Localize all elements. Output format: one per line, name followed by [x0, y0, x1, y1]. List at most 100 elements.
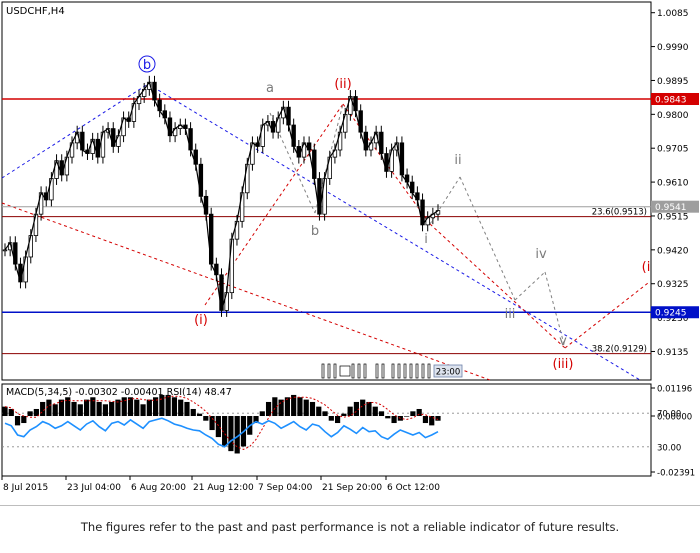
macd-histogram-bar: [40, 401, 46, 417]
price-tick-label: 0.9230: [657, 314, 689, 324]
macd-histogram-bar: [102, 404, 109, 417]
macd-histogram-bar: [190, 408, 196, 417]
chart-area: USDCHF,H4 1.0085 0.9990 0.9895 0.9800 0.9705 0…: [1, 1, 699, 493]
macd-histogram-bar: [33, 408, 39, 417]
macd-histogram-bar: [360, 399, 366, 417]
macd-histogram-bar: [178, 399, 184, 417]
price-tag-box: [651, 200, 699, 213]
macd-histogram-bar: [146, 399, 152, 417]
macd-histogram-bar: [153, 397, 159, 417]
time-marker-box: [433, 364, 463, 378]
price-panel-frame: [1, 1, 652, 381]
price-tick-label: 0.9705: [657, 145, 689, 155]
macd-histogram-bar: [165, 394, 171, 417]
price-tag-label: 0.9843: [655, 95, 687, 105]
time-tick-label: 23 Jul 04:00: [67, 483, 121, 493]
price-tick-label: 0.9325: [657, 280, 689, 290]
macd-histogram-bar: [303, 399, 309, 417]
wave-label: v: [559, 334, 567, 349]
price-panel: USDCHF,H4 1.0085 0.9990 0.9895 0.9800 0.9705 0…: [1, 1, 699, 381]
price-tag-box: [651, 92, 699, 105]
period-marker: [409, 363, 413, 379]
macd-histogram-bar: [90, 397, 96, 417]
macd-histogram-bar: [127, 397, 134, 417]
macd-histogram-bar: [385, 416, 391, 419]
fib-level-label: 23.6(0.9513): [592, 208, 647, 218]
macd-histogram-bar: [134, 399, 140, 417]
time-tick-label: 7 Sep 04:00: [258, 483, 313, 493]
macd-histogram-bar: [328, 416, 334, 421]
price-tag-label: 0.9245: [655, 309, 687, 319]
wave-label: (i): [194, 313, 208, 328]
macd-histogram-bar: [8, 408, 14, 417]
macd-histogram-bar: [341, 413, 347, 417]
macd-histogram-bar: [115, 399, 121, 417]
time-axis: 8 Jul 2015 23 Jul 04:00 6 Aug 20:00 21 Aug …: [1, 476, 440, 493]
period-marker: [357, 363, 361, 379]
period-marker: [415, 363, 419, 379]
period-marker: [421, 363, 425, 379]
price-tick-label: 1.0085: [657, 9, 689, 19]
macd-histogram-bar: [203, 416, 209, 421]
wave-label: (iii): [553, 357, 574, 372]
macd-histogram-bar: [14, 416, 21, 426]
macd-histogram-bar: [52, 404, 58, 417]
macd-histogram-bar: [353, 401, 360, 417]
wave-line-gray-6: [544, 271, 566, 349]
price-tag-box: [651, 306, 699, 319]
macd-histogram-bar: [322, 411, 328, 417]
macd-histogram-bar: [284, 397, 290, 417]
time-tick-label: 6 Aug 20:00: [131, 483, 186, 493]
macd-histogram-bar: [259, 411, 265, 417]
macd-histogram-bar: [209, 416, 215, 431]
macd-histogram-bar: [347, 406, 353, 417]
wave-line-red-1: [204, 103, 344, 306]
macd-histogram-bar: [416, 408, 422, 417]
macd-histogram-bar: [121, 397, 127, 417]
macd-tick-label: 0.01196: [657, 385, 692, 395]
macd-histogram-bar: [272, 397, 278, 417]
rsi-series-line: [4, 417, 439, 448]
wave-label: ii: [454, 153, 461, 168]
macd-histogram-bar: [309, 401, 316, 417]
wave-line-gray-4: [459, 176, 516, 301]
disclaimer-text: The figures refer to the past and past p…: [80, 520, 620, 534]
wave-line-red-3: [429, 223, 566, 349]
macd-histogram-bar: [297, 397, 303, 417]
wave-label-circle: [138, 55, 156, 73]
macd-histogram-bar: [253, 416, 259, 424]
period-marker: [375, 363, 379, 379]
macd-histogram-bar: [435, 416, 441, 421]
price-candle-body: [2, 249, 8, 252]
macd-histogram-bar: [291, 394, 297, 417]
wave-label: i: [424, 232, 428, 247]
macd-histogram-bar: [65, 397, 71, 417]
macd-tick-label: -0.02391: [657, 469, 695, 479]
macd-histogram-bar: [404, 416, 410, 417]
macd-histogram-bar: [171, 397, 178, 417]
price-tick-label: 0.9420: [657, 246, 689, 256]
macd-histogram-bar: [21, 416, 27, 424]
macd-histogram-bar: [228, 416, 234, 452]
rsi-tick-label: 30.00: [657, 443, 681, 453]
trend-line-lower-red: [1, 202, 491, 381]
macd-histogram-bar: [58, 399, 65, 417]
period-marker: [327, 363, 331, 379]
period-marker: [351, 363, 355, 379]
macd-histogram-bar: [410, 411, 416, 417]
macd-tick-label: 0.00000: [657, 413, 692, 423]
macd-histogram-bar: [278, 399, 284, 417]
macd-histogram-bar: [391, 416, 397, 424]
time-tick-label: 6 Oct 12:00: [387, 483, 440, 493]
macd-histogram-bar: [196, 413, 203, 417]
time-tick-label: 21 Aug 12:00: [193, 483, 254, 493]
macd-histogram-bar: [234, 416, 240, 454]
macd-histogram-bar: [96, 401, 102, 417]
indicator-panel: MACD(5,34,5) -0.00302 -0.00401 RSI(14) 4…: [1, 383, 695, 479]
period-marker: [397, 363, 401, 379]
period-marker: [333, 363, 337, 379]
wave-label: a: [266, 81, 274, 96]
macd-histogram-bar: [159, 394, 165, 417]
period-marker-box: [339, 365, 351, 377]
macd-histogram-bar: [83, 399, 90, 417]
